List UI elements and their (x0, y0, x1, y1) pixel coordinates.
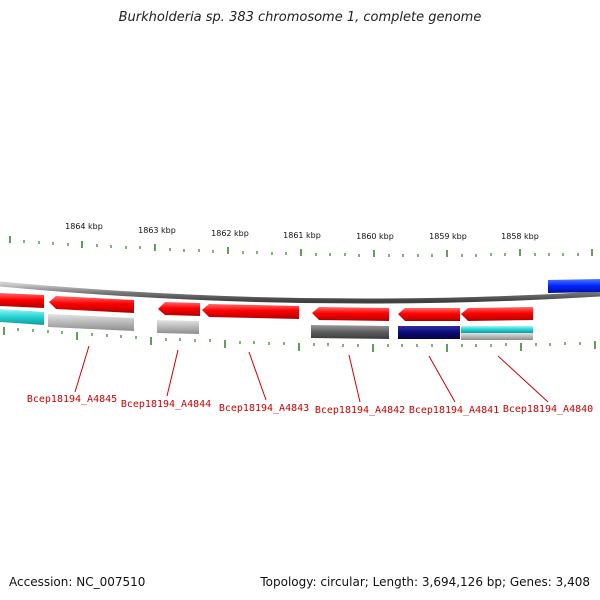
gene-arrow-A4842[interactable] (312, 307, 389, 321)
leader-A4841 (428, 355, 456, 403)
leader-A4842 (348, 354, 361, 403)
gene-arrow-A4844[interactable] (158, 302, 200, 316)
gene-label-A4841: Bcep18194_A4841 (409, 405, 499, 416)
gene-track-reverse (0, 293, 533, 321)
inner-tick-ring (3, 327, 596, 352)
outer-major-ticks (9, 236, 593, 257)
scale-label-1863: 1863 kbp (138, 226, 176, 235)
map-title: Burkholderia sp. 383 chromosome 1, compl… (118, 10, 482, 25)
scale-label-1862: 1862 kbp (211, 229, 249, 238)
cog-track (0, 309, 533, 340)
scale-label-1858: 1858 kbp (501, 232, 539, 241)
scale-label-1860: 1860 kbp (356, 232, 394, 241)
gene-arrow-left-edge[interactable] (0, 293, 44, 308)
gene-label-A4845: Bcep18194_A4845 (27, 394, 117, 405)
leader-A4845 (74, 345, 90, 393)
cog-box-cyan-left (0, 309, 44, 325)
cog-box-gray-A4844 (157, 320, 199, 334)
leader-A4843 (248, 351, 267, 401)
outer-tick-ring (9, 236, 593, 257)
gene-label-A4840: Bcep18194_A4840 (503, 404, 593, 415)
cog-box-gray-A4840 (461, 333, 533, 340)
cog-box-gray-A4845 (48, 314, 134, 331)
gene-arrow-A4843[interactable] (202, 304, 299, 319)
gene-arrow-forward[interactable] (548, 279, 600, 293)
leader-A4840 (497, 355, 549, 403)
accession-value: NC_007510 (76, 575, 146, 589)
scale-label-1861: 1861 kbp (283, 231, 321, 240)
cog-box-dark-A4842 (311, 325, 389, 339)
accession-label: Accession: (9, 575, 73, 589)
gene-label-A4843: Bcep18194_A4843 (219, 403, 309, 414)
inner-minor-ticks (17, 328, 581, 347)
cog-box-navy-A4841 (398, 326, 460, 339)
genome-backbone (0, 281, 600, 304)
gene-label-A4842: Bcep18194_A4842 (315, 405, 405, 416)
gene-arrow-A4840[interactable] (461, 307, 533, 321)
gene-arrow-A4845[interactable] (49, 296, 134, 313)
accession-info: Accession: NC_007510 (9, 575, 145, 589)
gene-arrow-A4841[interactable] (398, 308, 460, 321)
gene-label-A4844: Bcep18194_A4844 (121, 399, 211, 410)
scale-label-1864: 1864 kbp (65, 222, 103, 231)
genome-summary: Topology: circular; Length: 3,694,126 bp… (260, 575, 590, 589)
outer-minor-ticks (23, 240, 579, 257)
scale-label-1859: 1859 kbp (429, 232, 467, 241)
inner-major-ticks (3, 327, 596, 352)
leader-A4844 (166, 349, 179, 397)
cog-box-cyan-A4840 (461, 326, 533, 333)
